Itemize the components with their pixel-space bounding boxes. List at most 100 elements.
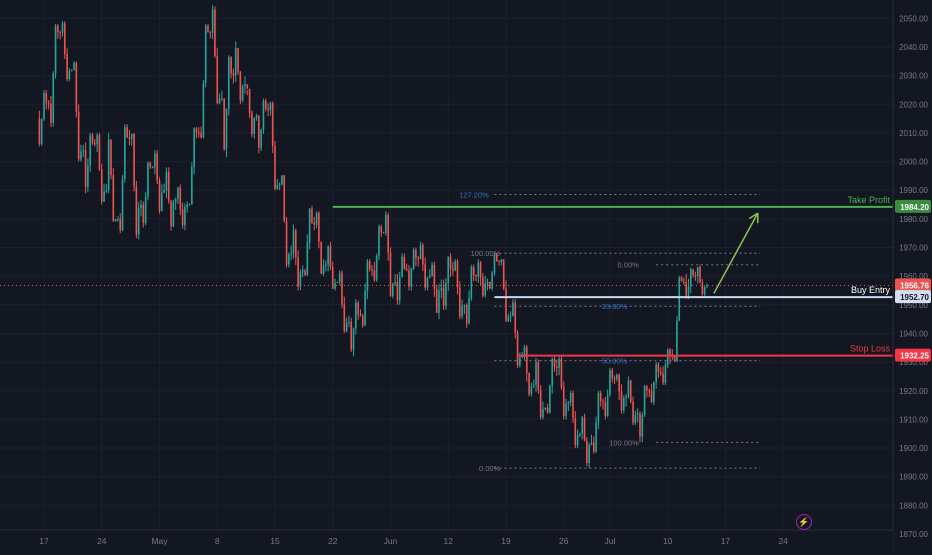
candle-body bbox=[66, 54, 68, 79]
candle-body bbox=[119, 219, 121, 230]
candle-body bbox=[468, 298, 470, 323]
candle-body bbox=[357, 303, 359, 315]
candle-body bbox=[514, 303, 516, 333]
candle-body bbox=[641, 415, 643, 436]
candle-body bbox=[466, 305, 468, 323]
price-tick-label: 1890.00 bbox=[899, 473, 928, 482]
candle-body bbox=[632, 402, 634, 423]
candle-body bbox=[447, 257, 449, 283]
candle-body bbox=[152, 167, 154, 168]
candle-body bbox=[688, 286, 690, 296]
candle-body bbox=[623, 398, 625, 410]
candle-body bbox=[350, 322, 352, 350]
candle-body bbox=[434, 265, 436, 289]
candle-body bbox=[214, 10, 216, 56]
candle-body bbox=[450, 257, 452, 269]
candle-body bbox=[304, 270, 306, 275]
candle-body bbox=[71, 70, 73, 71]
time-tick-label: 10 bbox=[663, 536, 673, 546]
fib-level-label: 127.20% bbox=[459, 191, 489, 200]
candle-body bbox=[531, 386, 533, 394]
price-tick-label: 1970.00 bbox=[899, 244, 928, 253]
candle-body bbox=[609, 370, 611, 395]
candle-body bbox=[438, 291, 440, 313]
candle-body bbox=[591, 442, 593, 445]
candle-body bbox=[327, 246, 329, 264]
candle-body bbox=[570, 393, 572, 402]
candle-body bbox=[443, 288, 445, 306]
candle-body bbox=[85, 150, 87, 187]
candle-body bbox=[355, 303, 357, 329]
candle-body bbox=[103, 192, 105, 202]
candle-body bbox=[378, 226, 380, 256]
candle-body bbox=[76, 63, 78, 112]
candle-body bbox=[685, 282, 687, 296]
candle-body bbox=[221, 99, 223, 100]
candle-body bbox=[697, 267, 699, 276]
candle-body bbox=[265, 101, 267, 109]
candle-body bbox=[519, 358, 521, 366]
candle-body bbox=[695, 275, 697, 276]
candle-body bbox=[690, 269, 692, 286]
candle-body bbox=[249, 89, 251, 113]
candle-body bbox=[431, 265, 433, 276]
candle-body bbox=[99, 135, 101, 169]
candle-body bbox=[487, 282, 489, 284]
candle-body bbox=[471, 267, 473, 298]
candle-body bbox=[348, 322, 350, 323]
candle-body bbox=[639, 414, 641, 437]
candle-body bbox=[237, 48, 239, 71]
candle-body bbox=[57, 26, 59, 32]
candle-body bbox=[362, 316, 364, 325]
candle-body bbox=[441, 288, 443, 291]
candle-body bbox=[625, 396, 627, 398]
candle-body bbox=[101, 169, 103, 201]
candle-body bbox=[394, 282, 396, 284]
candle-body bbox=[288, 255, 290, 265]
lightning-icon[interactable]: ⚡ bbox=[796, 514, 812, 530]
candle-body bbox=[510, 316, 512, 317]
candle-body bbox=[505, 289, 507, 321]
candle-body bbox=[482, 277, 484, 295]
candle-body bbox=[59, 32, 61, 33]
candle-body bbox=[230, 57, 232, 73]
candle-body bbox=[655, 364, 657, 381]
candle-body bbox=[330, 246, 332, 267]
candle-body bbox=[246, 84, 248, 89]
candle-body bbox=[300, 272, 302, 286]
candle-body bbox=[699, 267, 701, 282]
price-tick-label: 2030.00 bbox=[899, 72, 928, 81]
candle-body bbox=[503, 260, 505, 289]
candle-body bbox=[272, 103, 274, 146]
candle-body bbox=[311, 209, 313, 223]
candle-body bbox=[52, 74, 54, 123]
candle-body bbox=[475, 275, 477, 276]
candle-body bbox=[376, 256, 378, 280]
candle-body bbox=[219, 99, 221, 103]
candle-body bbox=[320, 242, 322, 274]
candle-body bbox=[602, 401, 604, 402]
candle-body bbox=[383, 232, 385, 233]
candle-body bbox=[413, 250, 415, 269]
candle-body bbox=[574, 418, 576, 445]
candle-body bbox=[667, 350, 669, 366]
candle-body bbox=[149, 163, 151, 167]
candle-body bbox=[46, 93, 48, 103]
candle-body bbox=[166, 172, 168, 190]
candle-body bbox=[325, 265, 327, 266]
candle-body bbox=[154, 154, 156, 168]
candle-body bbox=[538, 362, 540, 390]
candle-body bbox=[380, 226, 382, 232]
candle-body bbox=[318, 213, 320, 242]
price-axis: 1870.001880.001890.001900.001910.001920.… bbox=[893, 0, 932, 550]
candle-body bbox=[512, 303, 514, 317]
candle-body bbox=[240, 72, 242, 101]
candle-body bbox=[644, 386, 646, 415]
candle-body bbox=[136, 187, 138, 235]
candle-body bbox=[307, 243, 309, 275]
candle-body bbox=[581, 418, 583, 434]
